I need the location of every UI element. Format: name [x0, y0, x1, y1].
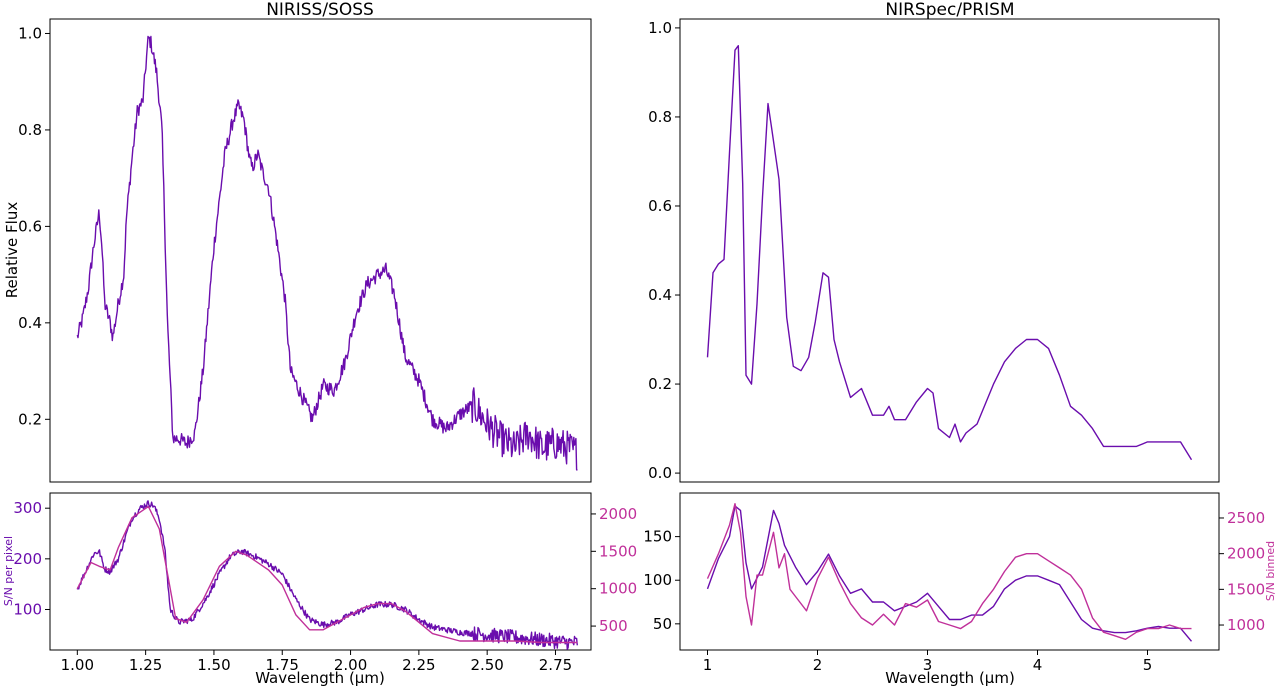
- ytick-label: 0.8: [18, 121, 42, 139]
- ytick-label: 1.0: [648, 19, 672, 37]
- ytick-right-label: 1500: [599, 542, 637, 560]
- niriss-flux-yticks: 0.2 0.4 0.6 0.8 1.0: [18, 24, 50, 428]
- xtick-label: 2.25: [402, 656, 435, 674]
- ytick-right-label: 1500: [1227, 580, 1265, 598]
- ytick-label: 0.2: [18, 410, 42, 428]
- ytick-label: 100: [13, 600, 42, 618]
- niriss-title: NIRISS/SOSS: [266, 0, 374, 20]
- niriss-sn-frame: [49, 492, 592, 651]
- ytick-label: 50: [653, 615, 672, 633]
- series-line-left: [76, 35, 578, 471]
- xtick-label: 1.25: [129, 656, 162, 674]
- xtick-label: 2.00: [334, 656, 367, 674]
- niriss-sn-series: [76, 500, 578, 650]
- xtick-label: 1: [703, 656, 713, 674]
- relative-flux-ylabel: Relative Flux: [3, 202, 21, 299]
- niriss-sn-yticks-left: 100 200 300: [13, 499, 50, 618]
- nirspec-sn-xticks: 1 2 3 4 5: [703, 650, 1153, 674]
- xtick-label: 3: [923, 656, 933, 674]
- xtick-label: 4: [1033, 656, 1043, 674]
- ytick-label: 200: [13, 550, 42, 568]
- ytick-label: 0.4: [18, 314, 42, 332]
- niriss-flux-panel: NIRISS/SOSS Relative Flux 0.2 0.4 0.6 0.8 1.…: [3, 0, 592, 483]
- ytick-label: 0.6: [648, 197, 672, 215]
- xtick-label: 1.00: [61, 656, 94, 674]
- ytick-label: 150: [643, 528, 672, 546]
- ytick-label: 100: [643, 571, 672, 589]
- ytick-label: 300: [13, 499, 42, 517]
- ytick-label: 0.2: [648, 375, 672, 393]
- niriss-sn-panel: S/N per pixel Wavelength (μm) 1.00 1.25 1.…: [2, 492, 637, 687]
- xtick-label: 5: [1143, 656, 1153, 674]
- ytick-label: 0.4: [648, 286, 672, 304]
- ytick-label: 0.6: [18, 217, 42, 235]
- sn-binned-ylabel: S/N binned: [1264, 541, 1277, 601]
- ytick-label: 1.0: [18, 24, 42, 42]
- niriss-flux-series: [76, 35, 578, 471]
- nirspec-sn-frame: [679, 492, 1220, 651]
- series-line-right: [76, 505, 578, 644]
- nirspec-flux-frame: [679, 18, 1220, 483]
- series-line-left: [76, 500, 578, 650]
- ytick-label: 0.0: [648, 464, 672, 482]
- xtick-label: 2: [813, 656, 823, 674]
- nirspec-flux-yticks: 0.0 0.2 0.4 0.6 0.8 1.0: [648, 19, 680, 482]
- nirspec-sn-yticks-right: 1000 1500 2000 2500: [1219, 509, 1265, 634]
- ytick-right-label: 1000: [599, 580, 637, 598]
- ytick-label: 0.8: [648, 108, 672, 126]
- niriss-sn-xticks: 1.00 1.25 1.50 1.75 2.00 2.25 2.50 2.75: [61, 650, 572, 674]
- xtick-label: 1.75: [266, 656, 299, 674]
- sn-per-pixel-ylabel: S/N per pixel: [2, 536, 15, 606]
- ytick-right-label: 500: [599, 617, 628, 635]
- series-line-left: [706, 505, 1193, 642]
- nirspec-title: NIRSpec/PRISM: [885, 0, 1014, 20]
- ytick-right-label: 2000: [1227, 545, 1265, 563]
- niriss-xlabel: Wavelength (μm): [255, 669, 385, 687]
- xtick-label: 1.50: [197, 656, 230, 674]
- nirspec-sn-panel: S/N binned Wavelength (μm) 1 2 3 4 5 50 100 15…: [643, 492, 1277, 687]
- nirspec-xlabel: Wavelength (μm): [885, 669, 1015, 687]
- series-line-left: [706, 45, 1193, 461]
- xtick-label: 2.50: [470, 656, 503, 674]
- ytick-right-label: 2500: [1227, 509, 1265, 527]
- ytick-right-label: 2000: [599, 505, 637, 523]
- nirspec-flux-panel: NIRSpec/PRISM 0.0 0.2 0.4 0.6 0.8 1.0: [648, 0, 1220, 483]
- series-line-right: [706, 503, 1192, 640]
- niriss-flux-frame: [49, 18, 592, 483]
- nirspec-sn-yticks-left: 50 100 150: [643, 528, 680, 633]
- ytick-right-label: 1000: [1227, 616, 1265, 634]
- nirspec-sn-series: [706, 503, 1193, 642]
- niriss-sn-yticks-right: 500 1000 1500 2000: [591, 505, 637, 635]
- nirspec-flux-series: [706, 45, 1193, 461]
- xtick-label: 2.75: [539, 656, 572, 674]
